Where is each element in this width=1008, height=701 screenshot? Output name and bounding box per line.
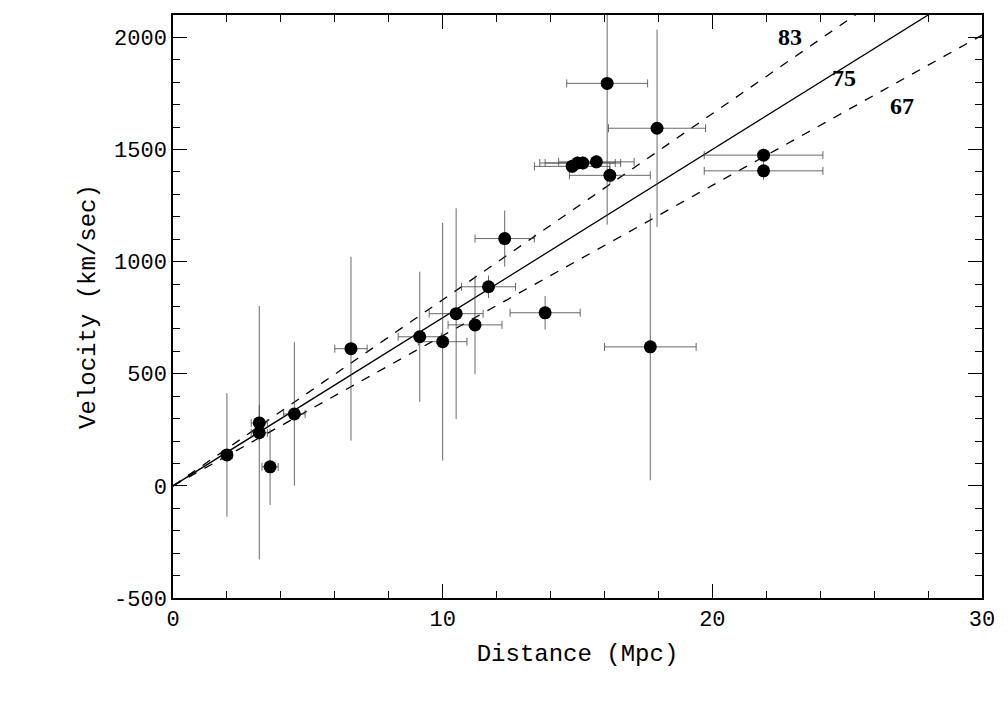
svg-text:10: 10 bbox=[429, 608, 455, 633]
svg-text:83: 83 bbox=[778, 24, 802, 50]
svg-text:Distance (Mpc): Distance (Mpc) bbox=[477, 641, 679, 668]
svg-text:30: 30 bbox=[969, 608, 995, 633]
svg-text:75: 75 bbox=[832, 65, 856, 91]
svg-text:1000: 1000 bbox=[114, 251, 167, 276]
svg-text:Velocity (km/sec): Velocity (km/sec) bbox=[75, 184, 102, 429]
svg-text:20: 20 bbox=[699, 608, 725, 633]
svg-text:2000: 2000 bbox=[114, 27, 167, 52]
svg-text:67: 67 bbox=[890, 93, 914, 119]
svg-text:0: 0 bbox=[166, 608, 179, 633]
svg-text:500: 500 bbox=[127, 363, 167, 388]
svg-text:0: 0 bbox=[154, 476, 167, 501]
svg-text:-500: -500 bbox=[114, 588, 167, 613]
svg-text:1500: 1500 bbox=[114, 139, 167, 164]
